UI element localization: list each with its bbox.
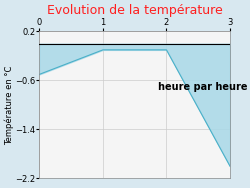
Title: Evolution de la température: Evolution de la température: [47, 4, 223, 17]
Text: heure par heure: heure par heure: [158, 82, 247, 92]
Y-axis label: Température en °C: Température en °C: [4, 65, 14, 145]
